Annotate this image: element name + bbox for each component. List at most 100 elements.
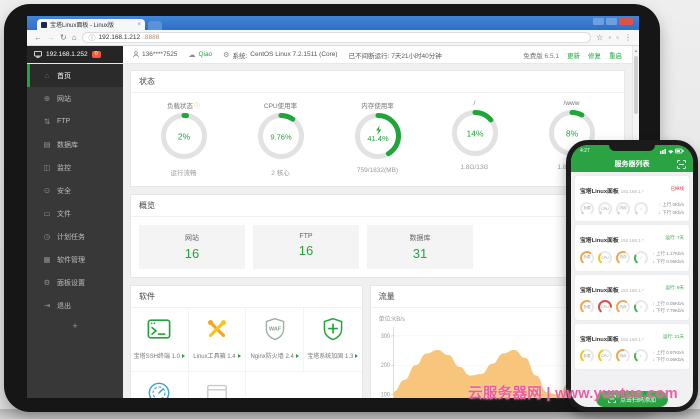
server-ip: 192.168.1.* (620, 189, 644, 194)
overview-count: 31 (412, 246, 428, 261)
settings-icon: ⚙ (43, 278, 51, 287)
tab-close-icon[interactable]: × (137, 21, 141, 28)
scan-qr-icon[interactable] (677, 160, 686, 171)
svg-text:14%: 14% (466, 129, 483, 139)
browser-tab[interactable]: 宝塔Linux面板 - Linux版 × (37, 19, 145, 30)
sidebar-item-8[interactable]: ▦ 软件管理 (27, 248, 123, 271)
sidebar-item-7[interactable]: ◷ 计划任务 (27, 225, 123, 248)
phone-notch (609, 145, 655, 151)
server-ip: 192.168.1.* (620, 238, 644, 244)
message-badge[interactable]: 0 (91, 50, 101, 59)
mini-gauge: 内存 (616, 349, 630, 364)
watermark: 云服务器网 | www.yuntue.com (468, 386, 678, 402)
info-icon[interactable]: ⓘ (193, 104, 200, 110)
download-arrow-icon: ↓ (652, 357, 655, 363)
server-name: 宝塔Linux面板 (580, 189, 619, 195)
server-ip-block[interactable]: 192.168.1.252 0 (27, 46, 123, 63)
home-icon[interactable]: ⌂ (71, 32, 77, 42)
sidebar-item-0[interactable]: ⌂ 首页 (27, 64, 123, 87)
overview-box-2[interactable]: 数据库 31 (367, 225, 473, 269)
gauge-subtitle: 运行流畅 (170, 170, 197, 177)
arrow-icon (182, 353, 185, 358)
shield-plus-icon (321, 317, 345, 345)
cron-icon: ◷ (43, 232, 51, 241)
address-bar[interactable]: ⓘ 192.168.1.212:8888 (81, 32, 592, 43)
minimize-button[interactable] (593, 18, 604, 25)
menu-dots-icon[interactable]: ⋮ (624, 32, 632, 42)
sidebar-add-button[interactable]: + (72, 321, 78, 331)
overview-label: FTP (299, 233, 313, 240)
sidebar-item-6[interactable]: ▭ 文件 (27, 202, 123, 225)
status-gauge-2: 内存使用率 41.4% 759/1832(MB) (354, 100, 401, 177)
overview-boxes: 网站 16 FTP 16 数据库 31 (131, 217, 624, 277)
software-item-2[interactable]: WAF Nginx防火墙 2.4 (246, 308, 304, 372)
server-net-stats: ↑ 上行 1.17Kb/s ↓ 下行 0.06Kb/s (652, 251, 684, 264)
sidebar-item-1[interactable]: ⊕ 网站 (27, 87, 123, 110)
sidebar-item-2[interactable]: ⇅ FTP (27, 110, 123, 133)
server-list: 宝塔Linux面板 192.168.1.* 已掉线 负载 CPU 内存 / ↑ 上… (571, 172, 693, 389)
mini-gauge: 负载 (580, 300, 594, 315)
scrollbar-up-icon[interactable]: ▲ (634, 48, 638, 53)
refresh-icon[interactable]: ↻ (60, 32, 67, 42)
overview-card-title: 概览 (131, 195, 624, 217)
software-item-0[interactable]: 宝塔SSH终端 1.0 (131, 308, 189, 372)
scan-icon (608, 395, 616, 403)
status-gauge-1: CPU使用率 9.76% 2 核心 (257, 100, 304, 177)
back-icon[interactable]: ← (34, 32, 42, 42)
bound-user[interactable]: ☁ Qiao (188, 51, 213, 59)
server-card-0[interactable]: 宝塔Linux面板 192.168.1.* 已掉线 负载 CPU 内存 / ↑ 上… (575, 176, 689, 222)
bound-phone[interactable]: 136****7525 (133, 51, 177, 58)
extension-icon[interactable]: ◦ (608, 32, 612, 42)
sidebar-item-label: 首页 (57, 72, 71, 80)
uptime-text: 已不间断运行: 7天21小时40分钟 (348, 52, 442, 60)
bt-favicon-icon (41, 21, 47, 28)
sidebar-item-9[interactable]: ⚙ 面板设置 (27, 271, 123, 294)
svg-text:2%: 2% (177, 132, 190, 142)
overview-box-1[interactable]: FTP 16 (253, 225, 359, 269)
server-status-badge: 运行: 9天 (665, 284, 684, 290)
panel-header: 192.168.1.252 0 136****7525 ☁ Qiao ⚙ 系统: (27, 46, 632, 64)
forward-icon[interactable]: → (47, 32, 55, 42)
gauge-subtitle: 759/1832(MB) (356, 167, 399, 174)
software-item-partial-0[interactable] (131, 372, 189, 398)
software-card: 软件 宝塔SSH终端 1.0 Linux工具箱 1.4 WAF Nginx防火墙… (130, 285, 363, 398)
desk-surface (0, 409, 700, 419)
mini-gauge: / (634, 349, 648, 364)
server-card-1[interactable]: 宝塔Linux面板 192.168.1.* 运行: 7天 负载 CPU 内存 / … (575, 225, 689, 271)
phone-navbar: 服务器列表 (571, 156, 693, 172)
maximize-button[interactable] (606, 18, 617, 25)
sidebar-item-5[interactable]: ⊙ 安全 (27, 179, 123, 202)
scrollbar-thumb[interactable] (634, 56, 638, 114)
overview-label: 数据库 (409, 235, 431, 242)
software-label: 宝塔系统加固 1.3 (304, 351, 362, 360)
server-card-2[interactable]: 宝塔Linux面板 192.168.1.* 运行: 9天 负载 CPU 内存 / … (575, 274, 689, 320)
bookmark-star-icon[interactable]: ☆ (596, 32, 604, 42)
new-tab-button[interactable] (148, 21, 162, 30)
profile-icon[interactable]: ◦ (616, 32, 619, 42)
sidebar-menu: ⌂ 首页 ⊕ 网站 ⇅ FTP ▤ 数据库 ◫ 监控 ⊙ 安全 ▭ 文件 ◷ 计… (27, 64, 123, 317)
gauge-title: /www (563, 100, 580, 107)
software-item-3[interactable]: 宝塔系统加固 1.3 (303, 308, 362, 372)
software-icon: ▦ (43, 255, 51, 264)
server-net-stats: ↑ 上行 0.05Kb/s ↓ 下行 7.79Kb/s (652, 300, 684, 314)
scan-add-button[interactable]: 点击扫码添加 (595, 391, 668, 407)
sidebar-item-label: 数据库 (57, 141, 78, 149)
software-item-partial-1[interactable] (189, 372, 247, 398)
update-link[interactable]: 更新 (567, 52, 580, 60)
sidebar-item-4[interactable]: ◫ 监控 (27, 156, 123, 179)
server-net-stats: ↑ 上行 0.97Kb/s ↓ 下行 0.06Kb/s (652, 349, 684, 363)
main-content: 状态 负载状态ⓘ 2% 运行流畅 CPU使用率 9.76% 2 核心 内存使用率… (123, 64, 632, 398)
software-item-1[interactable]: Linux工具箱 1.4 (188, 308, 247, 372)
mini-gauge: CPU (598, 349, 612, 364)
overview-box-0[interactable]: 网站 16 (139, 225, 245, 269)
logout-icon: ⇥ (43, 301, 51, 310)
close-button[interactable] (619, 18, 633, 25)
sidebar-item-10[interactable]: ⇥ 退出 (27, 294, 123, 317)
repair-link[interactable]: 修复 (588, 52, 601, 60)
server-card-3[interactable]: 宝塔Linux面板 192.168.1.* 运行: 21天 负载 CPU 内存 /… (575, 323, 689, 370)
files-icon: ▭ (43, 209, 51, 218)
mini-gauge: CPU (598, 201, 612, 216)
restart-link[interactable]: 重启 (609, 52, 622, 60)
page-info-icon[interactable]: ⓘ (88, 34, 96, 42)
sidebar-item-3[interactable]: ▤ 数据库 (27, 133, 123, 156)
